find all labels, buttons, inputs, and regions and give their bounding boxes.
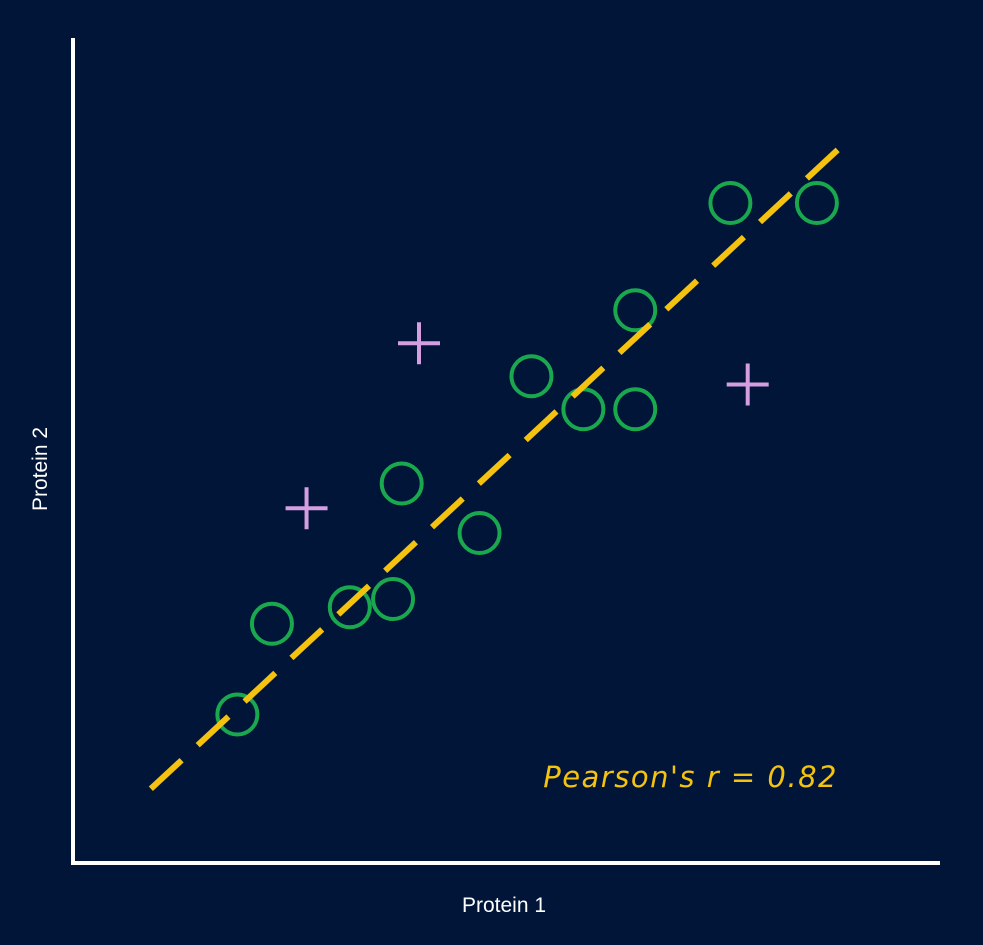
data-point-circle <box>249 601 294 646</box>
data-point-circle <box>708 181 753 225</box>
data-point-circle <box>561 387 606 432</box>
pearson-annotation: Pearson's r = 0.82 <box>543 760 838 794</box>
data-point-circle <box>215 692 260 737</box>
y-axis-title: Protein 2 <box>29 427 52 511</box>
data-point-circle <box>379 461 424 506</box>
data-point-cross <box>398 322 440 365</box>
data-point-circle <box>371 577 416 621</box>
trend-line <box>148 134 854 791</box>
data-point-circle <box>613 288 658 333</box>
data-point-cross <box>726 363 769 406</box>
data-point-circle <box>327 585 372 630</box>
data-point-circle <box>613 387 658 432</box>
x-axis-title: Protein 1 <box>462 894 546 917</box>
data-point-circle <box>794 181 839 225</box>
plot-area <box>148 134 854 791</box>
data-point-circle <box>457 511 502 555</box>
data-point-cross <box>285 487 328 530</box>
data-point-circle <box>509 354 554 399</box>
